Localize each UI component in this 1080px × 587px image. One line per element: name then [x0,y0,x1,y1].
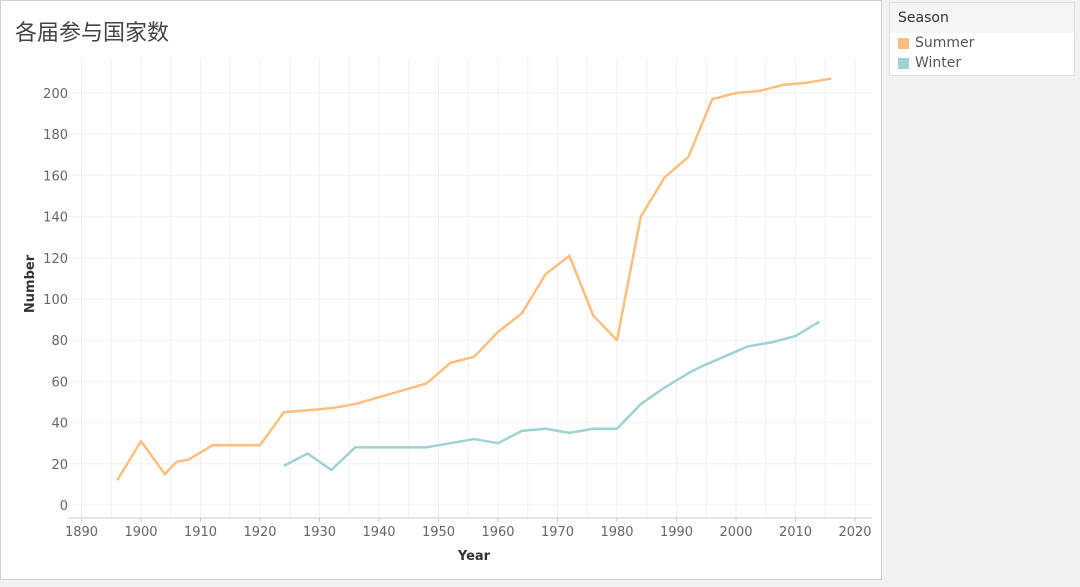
chart-panel: 各届参与国家数 [0,0,882,580]
x-tick-label: 2000 [719,525,752,540]
y-tick-label: 40 [51,417,68,432]
winter-swatch [898,57,909,69]
x-tick-label: 2010 [779,525,812,540]
x-tick-label: 1890 [65,525,98,540]
x-tick-label: 1980 [600,525,633,540]
y-tick-label: 80 [51,334,68,349]
line-chart: 0 20 40 60 80 100 120 140 160 180 200 1890 1900 1910 1… [23,58,872,564]
x-tick-label: 1920 [243,525,276,540]
legend-item-winter[interactable]: Winter [890,53,1074,73]
series-line-summer [116,77,832,481]
y-axis-label: Number [23,254,38,313]
series-line-winter [283,320,820,472]
x-tick-label: 1990 [660,525,693,540]
y-tick-label: 20 [51,458,68,473]
x-axis-label: Year [457,549,491,564]
x-tick-label: 2020 [838,525,871,540]
x-tick-label: 1950 [422,525,455,540]
legend-title: Season [890,3,1074,33]
x-tick-label: 1960 [481,525,514,540]
y-tick-label: 160 [43,169,68,184]
legend-label: Summer [915,35,975,51]
x-tick-label: 1910 [184,525,217,540]
legend-item-summer[interactable]: Summer [890,33,1074,53]
x-tick-label: 1900 [124,525,157,540]
y-tick-label: 100 [43,293,68,308]
y-tick-label: 140 [43,211,68,226]
y-tick-label: 60 [51,375,68,390]
legend: Season Summer Winter [889,2,1075,76]
x-tick-label: 1970 [541,525,574,540]
summer-swatch [898,37,909,49]
x-tick-label: 1940 [362,525,395,540]
x-tick-label: 1930 [303,525,336,540]
y-tick-label: 120 [43,252,68,267]
legend-label: Winter [915,55,962,71]
chart-title: 各届参与国家数 [15,21,170,46]
y-tick-label: 180 [43,128,68,143]
y-tick-label: 200 [43,87,68,102]
y-tick-label: 0 [60,499,68,514]
